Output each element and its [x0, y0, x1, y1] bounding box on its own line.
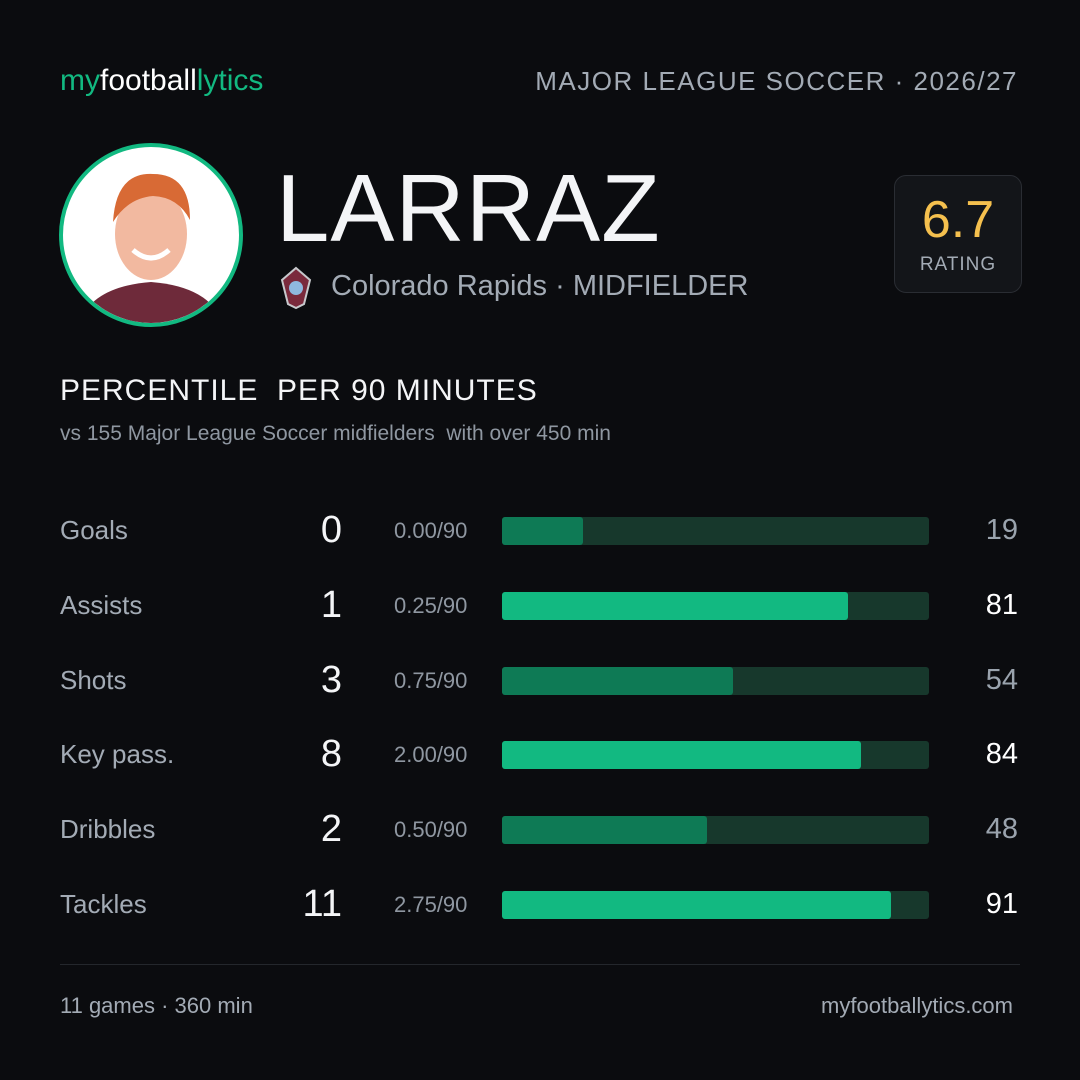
competition: MAJOR LEAGUE SOCCER · 2026/27 — [535, 66, 1018, 96]
bar — [502, 666, 733, 695]
percentile-label: 81 — [985, 588, 1018, 621]
divider — [60, 964, 1020, 965]
stat-count: 1 — [320, 583, 342, 626]
team-line: Colorado Rapids · MIDFIELDER — [331, 270, 748, 303]
per90: 0.00/90 — [394, 518, 468, 543]
percentile-label: 19 — [985, 514, 1018, 546]
player-photo — [59, 143, 243, 327]
stat-label: Shots — [60, 664, 127, 695]
stat-count: 2 — [320, 808, 342, 851]
logo: myfootballlytics — [60, 64, 263, 98]
bar — [502, 816, 707, 845]
footer-games: 11 games · 360 min — [60, 993, 253, 1018]
percentile-label: 91 — [985, 888, 1018, 920]
team-crest — [280, 266, 312, 310]
stat-label: Key pass. — [60, 739, 175, 770]
stat-label: Dribbles — [60, 814, 156, 845]
section-title: PERCENTILE PER 90 MINUTES — [60, 374, 538, 407]
per90: 2.00/90 — [394, 742, 468, 768]
stat-count: 11 — [302, 883, 342, 925]
percentile-label: 48 — [985, 813, 1018, 846]
footer-site: myfootballytics.com — [821, 993, 1013, 1018]
bar — [502, 891, 891, 919]
logo-part: football — [100, 64, 197, 97]
per90: 2.75/90 — [394, 892, 468, 917]
rating-label: RATING — [919, 254, 997, 275]
separator: · — [555, 270, 565, 302]
bar — [502, 517, 584, 545]
player-name: LARRAZ — [276, 155, 661, 262]
section-subtitle: vs 155 Major League Soccer midfielders w… — [60, 422, 611, 445]
position: MIDFIELDER — [572, 270, 749, 302]
rating: 6.7 — [921, 191, 995, 249]
stat-count: 3 — [320, 658, 342, 701]
stat-label: Tackles — [60, 889, 147, 919]
team: Colorado Rapids — [331, 270, 548, 302]
bar — [502, 741, 861, 770]
stat-label: Goals — [60, 515, 128, 545]
percentile-label: 84 — [985, 738, 1018, 771]
rating-box: 6.7 RATING — [894, 175, 1022, 293]
logo-part: my — [60, 64, 100, 97]
per90: 0.50/90 — [394, 817, 468, 843]
bar — [502, 591, 848, 620]
stat-count: 0 — [320, 509, 342, 551]
per90: 0.75/90 — [394, 667, 468, 693]
logo-part: lytics — [196, 64, 264, 97]
percentile-label: 54 — [985, 663, 1018, 696]
per90: 0.25/90 — [394, 592, 468, 618]
stat-count: 8 — [320, 733, 342, 776]
stat-label: Assists — [60, 589, 143, 620]
